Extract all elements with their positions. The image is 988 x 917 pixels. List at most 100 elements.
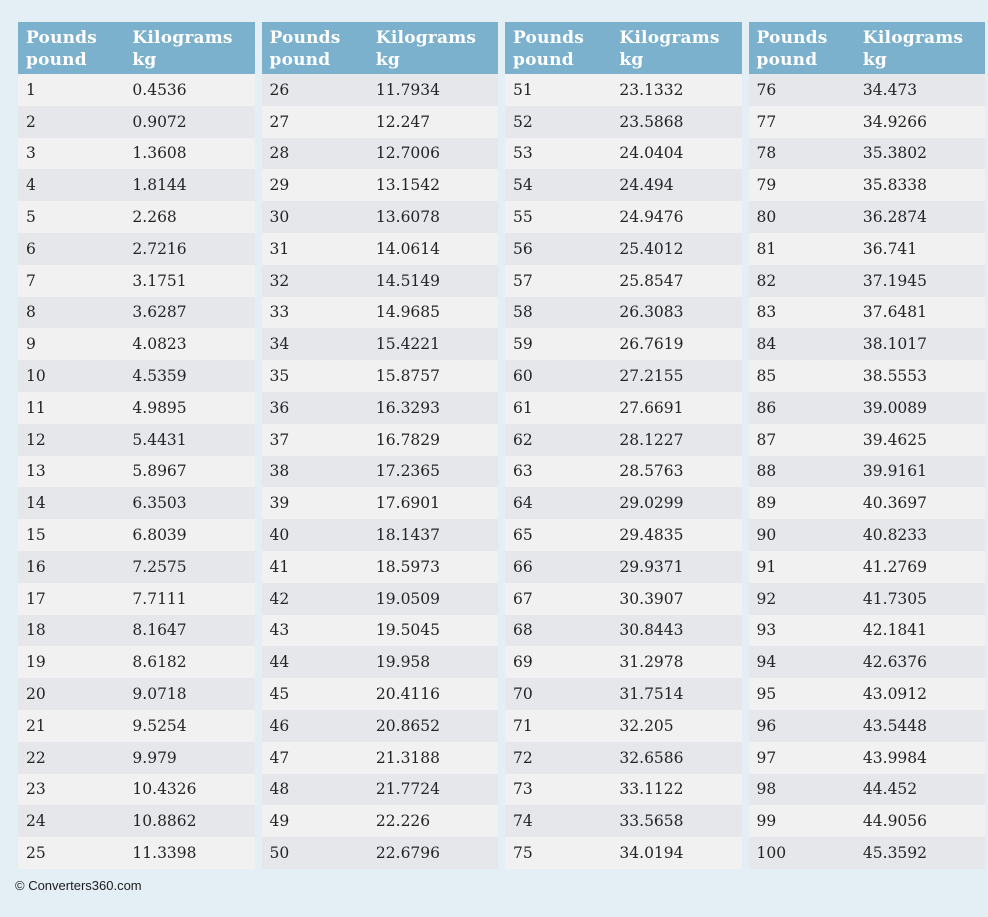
pound-cell: 66 xyxy=(505,550,612,583)
pound-cell: 70 xyxy=(505,678,612,710)
kg-cell: 23.5868 xyxy=(611,105,742,138)
table-row: 63 28.5763 xyxy=(505,455,742,488)
table-row: 89 40.3697 xyxy=(748,487,985,520)
pound-cell: 90 xyxy=(748,519,855,551)
table-row: 70 31.7514 xyxy=(505,678,742,710)
kg-cell: 20.8652 xyxy=(367,709,498,742)
pound-cell: 54 xyxy=(505,169,612,202)
table-row: 99 44.9056 xyxy=(748,805,985,838)
kg-cell: 30.3907 xyxy=(611,582,742,615)
pound-cell: 50 xyxy=(261,837,368,869)
kilograms-header-line2: kg xyxy=(862,50,887,70)
kg-cell: 42.1841 xyxy=(854,614,985,647)
kg-cell: 41.2769 xyxy=(854,550,985,583)
kg-cell: 3.6287 xyxy=(124,296,255,329)
pound-cell: 94 xyxy=(748,646,855,679)
kg-cell: 43.9984 xyxy=(854,741,985,774)
kg-cell: 5.4431 xyxy=(124,423,255,456)
pounds-header: Pounds pound xyxy=(261,22,368,74)
kg-cell: 4.9895 xyxy=(124,391,255,424)
kg-cell: 17.6901 xyxy=(367,487,498,520)
pound-cell: 59 xyxy=(505,328,612,361)
table-row: 92 41.7305 xyxy=(748,582,985,615)
pound-cell: 53 xyxy=(505,137,612,170)
kg-cell: 18.1437 xyxy=(367,519,498,551)
pounds-header-line1: Pounds xyxy=(26,28,98,48)
table-row: 13 5.8967 xyxy=(18,455,255,488)
kg-cell: 15.8757 xyxy=(367,360,498,392)
table-row: 14 6.3503 xyxy=(18,487,255,520)
conversion-table-3: Pounds pound Kilograms kg 51 23.1332 52 23.5868… xyxy=(505,22,742,869)
pounds-header-line2: pound xyxy=(269,50,331,70)
table-row: 4 1.8144 xyxy=(18,169,255,202)
kg-cell: 24.9476 xyxy=(611,201,742,233)
pound-cell: 3 xyxy=(18,137,125,170)
kg-cell: 39.4625 xyxy=(854,423,985,456)
kg-cell: 13.6078 xyxy=(367,201,498,233)
pound-cell: 84 xyxy=(748,328,855,361)
kg-cell: 37.1945 xyxy=(854,264,985,297)
table-row: 42 19.0509 xyxy=(261,582,498,615)
kg-cell: 34.473 xyxy=(854,74,985,106)
table-row: 44 19.958 xyxy=(261,646,498,679)
pound-cell: 40 xyxy=(261,519,368,551)
kg-cell: 45.3592 xyxy=(854,837,985,869)
pound-cell: 32 xyxy=(261,264,368,297)
kg-cell: 11.7934 xyxy=(367,74,498,106)
table-row: 73 33.1122 xyxy=(505,773,742,806)
table-row: 59 26.7619 xyxy=(505,328,742,361)
kilograms-header: Kilograms kg xyxy=(611,22,742,74)
table-row: 56 25.4012 xyxy=(505,232,742,265)
kg-cell: 8.6182 xyxy=(124,646,255,679)
kg-cell: 28.5763 xyxy=(611,455,742,488)
pound-cell: 26 xyxy=(261,74,368,106)
table-row: 74 33.5658 xyxy=(505,805,742,838)
table-row: 53 24.0404 xyxy=(505,137,742,170)
table-row: 68 30.8443 xyxy=(505,614,742,647)
kg-cell: 22.6796 xyxy=(367,837,498,869)
table-row: 31 14.0614 xyxy=(261,232,498,265)
kg-cell: 31.2978 xyxy=(611,646,742,679)
table-row: 81 36.741 xyxy=(748,232,985,265)
table-row: 62 28.1227 xyxy=(505,423,742,456)
pounds-header-line1: Pounds xyxy=(756,28,828,48)
pound-cell: 86 xyxy=(748,391,855,424)
pound-cell: 96 xyxy=(748,709,855,742)
pound-cell: 89 xyxy=(748,487,855,520)
pound-cell: 68 xyxy=(505,614,612,647)
pound-cell: 34 xyxy=(261,328,368,361)
kg-cell: 37.6481 xyxy=(854,296,985,329)
kilograms-header-line2: kg xyxy=(132,50,157,70)
pounds-header-line1: Pounds xyxy=(513,28,585,48)
pound-cell: 24 xyxy=(18,805,125,838)
kg-cell: 15.4221 xyxy=(367,328,498,361)
pound-cell: 93 xyxy=(748,614,855,647)
pound-cell: 29 xyxy=(261,169,368,202)
kg-cell: 11.3398 xyxy=(124,837,255,869)
kg-cell: 22.226 xyxy=(367,805,498,838)
table-row: 97 43.9984 xyxy=(748,741,985,774)
kg-cell: 29.4835 xyxy=(611,519,742,551)
table-row: 15 6.8039 xyxy=(18,519,255,551)
table-row: 12 5.4431 xyxy=(18,423,255,456)
table-row: 8 3.6287 xyxy=(18,296,255,329)
pound-cell: 33 xyxy=(261,296,368,329)
pound-cell: 79 xyxy=(748,169,855,202)
table-row: 47 21.3188 xyxy=(261,741,498,774)
pound-cell: 85 xyxy=(748,360,855,392)
kg-cell: 23.1332 xyxy=(611,74,742,106)
table-row: 50 22.6796 xyxy=(261,837,498,869)
kg-cell: 33.5658 xyxy=(611,805,742,838)
table-row: 71 32.205 xyxy=(505,709,742,742)
kg-cell: 7.2575 xyxy=(124,550,255,583)
footer-credit: © Converters360.com xyxy=(15,877,142,893)
kg-cell: 2.268 xyxy=(124,201,255,233)
kg-cell: 36.2874 xyxy=(854,201,985,233)
kg-cell: 14.5149 xyxy=(367,264,498,297)
table-row: 28 12.7006 xyxy=(261,137,498,170)
pounds-header-line1: Pounds xyxy=(269,28,341,48)
kilograms-header-line1: Kilograms xyxy=(375,28,477,48)
kilograms-header-line1: Kilograms xyxy=(862,28,964,48)
table-row: 88 39.9161 xyxy=(748,455,985,488)
table-row: 64 29.0299 xyxy=(505,487,742,520)
